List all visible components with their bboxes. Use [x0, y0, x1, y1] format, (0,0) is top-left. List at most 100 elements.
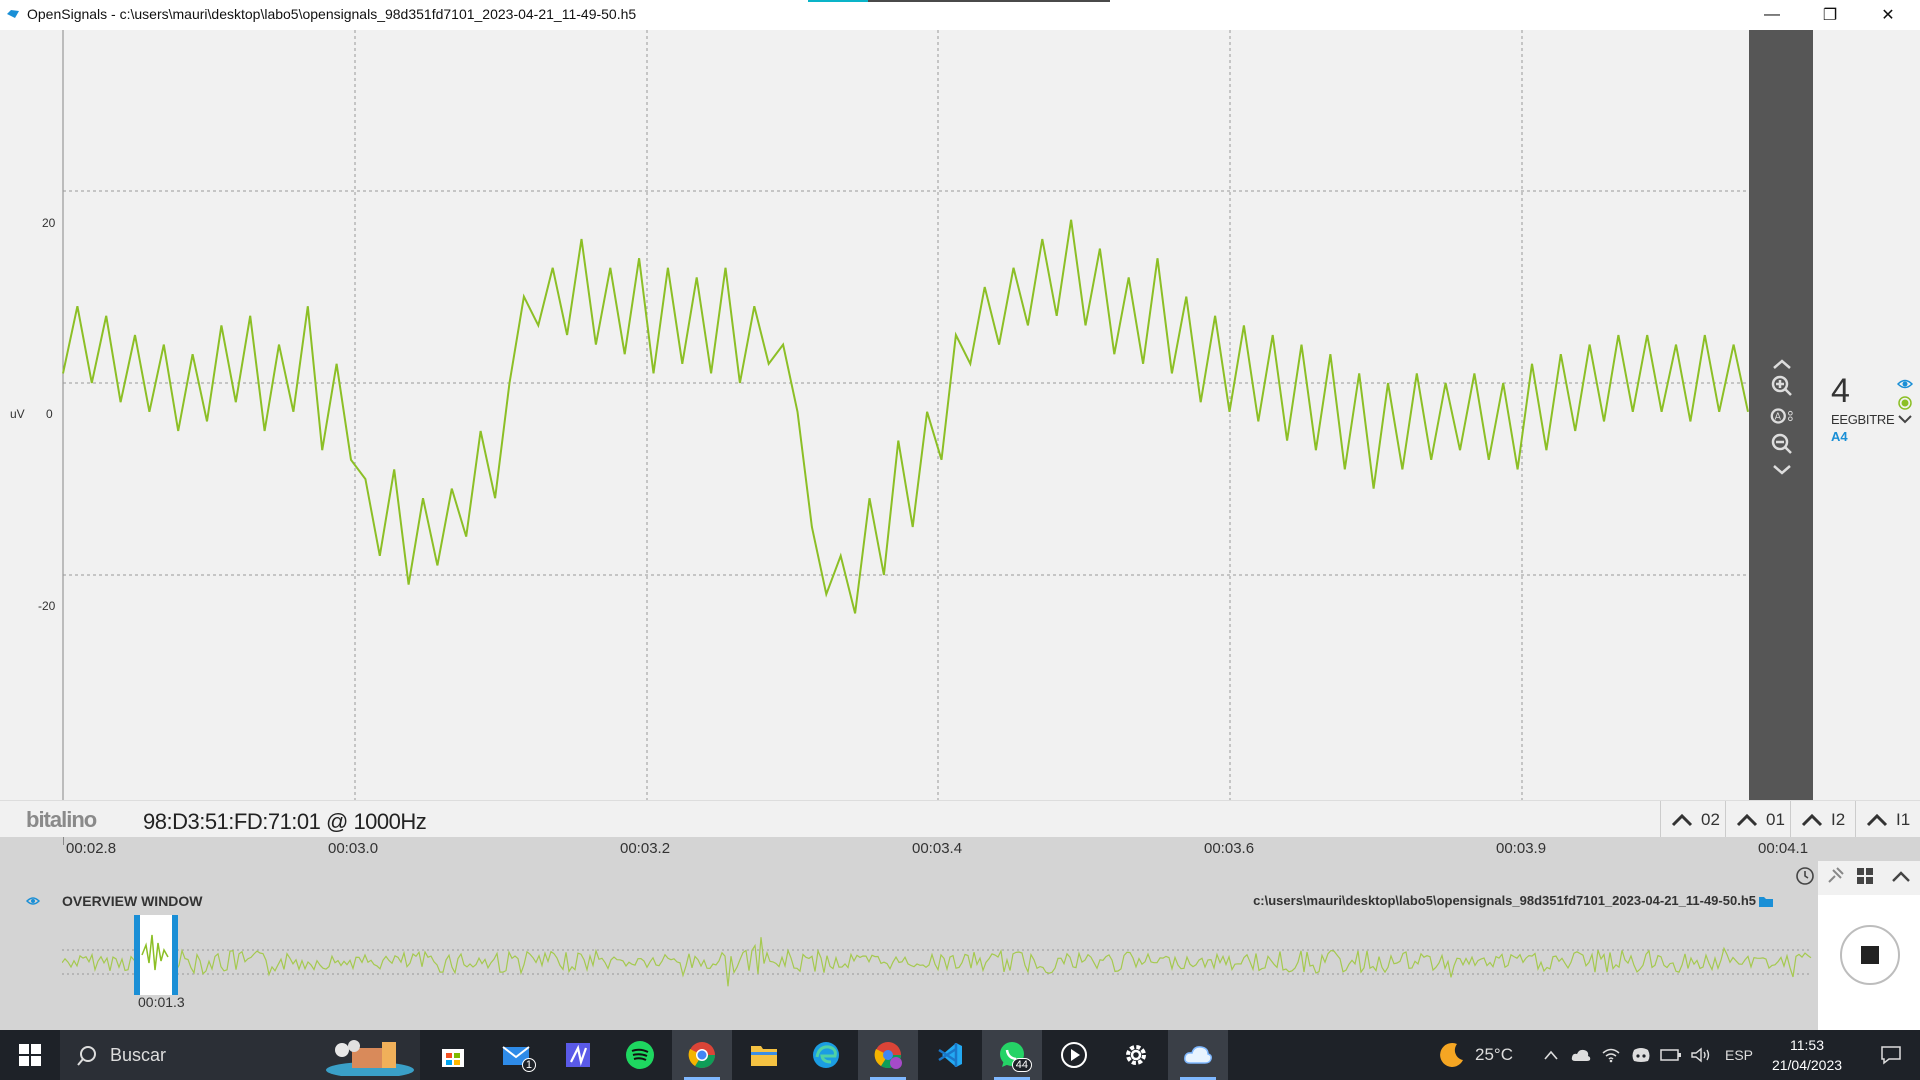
- channel-color-icon[interactable]: [1898, 396, 1912, 410]
- folder-icon[interactable]: [1758, 895, 1774, 908]
- vscode-icon: [938, 1043, 962, 1067]
- taskbar-chrome-app[interactable]: [672, 1030, 732, 1080]
- y-tick-0: 0: [46, 407, 53, 421]
- discord-icon[interactable]: [1628, 1030, 1654, 1080]
- play-media-icon: [1061, 1042, 1087, 1068]
- mail-badge: 1: [521, 1058, 536, 1072]
- time-axis: 00:02.8 00:03.0 00:03.2 00:03.4 00:03.6 …: [0, 837, 1920, 861]
- channel-tab-label: 01: [1766, 809, 1785, 829]
- taskbar-opensignals-app[interactable]: [1168, 1030, 1228, 1080]
- channel-chevron-down-icon[interactable]: [1898, 414, 1912, 424]
- search-placeholder: Buscar: [110, 1045, 167, 1065]
- auto-scale-icon[interactable]: A: [1769, 404, 1795, 428]
- weather-widget[interactable]: 25°C: [1430, 1030, 1520, 1080]
- zoom-out-icon[interactable]: [1769, 432, 1795, 456]
- battery-icon[interactable]: [1658, 1030, 1684, 1080]
- eye-icon[interactable]: [1897, 378, 1913, 390]
- device-info-bar: bitalino 98:D3:51:FD:71:01 @ 1000Hz 02 0…: [0, 800, 1920, 838]
- overview-signal-line: [62, 937, 1812, 987]
- time-label: 00:02.8: [66, 840, 117, 857]
- plugin-icon[interactable]: [1820, 861, 1850, 891]
- taskbar-explorer-app[interactable]: [734, 1030, 794, 1080]
- taskbar-settings-app[interactable]: [1106, 1030, 1166, 1080]
- tray-overflow-icon[interactable]: [1540, 1030, 1562, 1080]
- opensignals-cloud-icon: [1184, 1046, 1212, 1064]
- close-button[interactable]: ✕: [1881, 7, 1895, 24]
- language-indicator[interactable]: ESP: [1724, 1047, 1753, 1063]
- overview-signal[interactable]: [62, 927, 1812, 997]
- chrome-profile-icon: [874, 1042, 902, 1069]
- channel-tab-i1[interactable]: I1: [1855, 801, 1920, 838]
- title-accent-dark: [868, 0, 1110, 2]
- clock-icon[interactable]: [1790, 861, 1820, 891]
- search-icon: [77, 1046, 96, 1066]
- y-tick-minus-20: -20: [38, 599, 56, 613]
- volume-icon[interactable]: [1688, 1030, 1714, 1080]
- overview-cursor-handle[interactable]: [134, 915, 178, 995]
- folder-explorer-icon: [751, 1046, 777, 1066]
- chevron-down-icon[interactable]: [1769, 458, 1795, 482]
- stop-button[interactable]: [1840, 925, 1900, 985]
- taskbar-chrome-profile-app[interactable]: [858, 1030, 918, 1080]
- whatsapp-badge: 44: [1011, 1058, 1032, 1072]
- zoom-in-icon[interactable]: [1769, 374, 1795, 398]
- channel-port: A4: [1831, 429, 1848, 444]
- channel-tab-02[interactable]: 02: [1660, 801, 1725, 838]
- taskbar-edge-app[interactable]: [796, 1030, 856, 1080]
- taskbar-mail-app[interactable]: 1: [486, 1030, 546, 1080]
- y-axis-unit: uV: [10, 407, 25, 421]
- store-icon: [442, 1049, 464, 1067]
- moon-icon: [1440, 1042, 1463, 1067]
- channel-tab-i2[interactable]: I2: [1790, 801, 1855, 838]
- overview-cursor-time: 00:01.3: [138, 994, 185, 1010]
- windows-start-button[interactable]: [0, 1030, 60, 1080]
- taskbar-search[interactable]: Buscar: [60, 1030, 420, 1080]
- maximize-button[interactable]: ❐: [1822, 7, 1838, 24]
- title-bar: OpenSignals - c:\users\mauri\desktop\lab…: [0, 0, 1920, 30]
- minimize-button[interactable]: —: [1764, 6, 1780, 23]
- time-label: 00:03.4: [912, 840, 963, 857]
- windows-logo-icon: [19, 1044, 41, 1066]
- taskbar-editor-app[interactable]: [548, 1030, 608, 1080]
- weather-temp: 25°C: [1475, 1045, 1513, 1064]
- time-label: 00:03.2: [620, 840, 671, 857]
- search-highlight-illustration-icon: [326, 1040, 414, 1076]
- channel-tab-label: I1: [1896, 809, 1911, 829]
- taskbar-spotify-app[interactable]: [610, 1030, 670, 1080]
- clock[interactable]: 11:53 21/04/2023: [1762, 1035, 1852, 1075]
- onedrive-status-icon[interactable]: [1568, 1030, 1594, 1080]
- collapse-chevron-up-icon[interactable]: [1886, 861, 1916, 891]
- notifications-icon[interactable]: [1862, 1030, 1920, 1080]
- taskbar-media-app[interactable]: [1044, 1030, 1104, 1080]
- wifi-icon[interactable]: [1598, 1030, 1624, 1080]
- signal-plot[interactable]: 20 uV 0 -20: [0, 30, 1749, 800]
- channel-tab-01[interactable]: 01: [1725, 801, 1790, 838]
- taskbar-store-app[interactable]: [423, 1030, 483, 1080]
- chevron-up-icon[interactable]: [1769, 352, 1795, 376]
- overview-window: OVERVIEW WINDOW c:\users\mauri\desktop\l…: [0, 861, 1910, 1030]
- taskbar-whatsapp-app[interactable]: 44: [982, 1030, 1042, 1080]
- stop-icon: [1861, 946, 1879, 964]
- y-tick-20: 20: [42, 216, 56, 230]
- channel-tab-label: I2: [1831, 809, 1846, 829]
- grid-layout-icon[interactable]: [1850, 861, 1880, 891]
- taskbar: Buscar 1 44: [0, 1030, 1920, 1080]
- window-title: OpenSignals - c:\users\mauri\desktop\lab…: [27, 6, 637, 22]
- chrome-icon: [688, 1042, 716, 1069]
- overview-title: OVERVIEW WINDOW: [62, 893, 203, 909]
- channel-label: EEGBITRE: [1831, 412, 1895, 427]
- edge-icon: [813, 1042, 839, 1068]
- device-address-rate: 98:D3:51:FD:71:01 @ 1000Hz: [143, 809, 427, 834]
- record-controls: [1818, 895, 1920, 1030]
- caret-up-icon: [1671, 813, 1693, 826]
- caret-up-icon: [1801, 813, 1823, 826]
- plot-control-bar: A: [1749, 30, 1813, 800]
- time-label: 00:04.1: [1758, 840, 1809, 857]
- settings-gear-icon: [1126, 1045, 1146, 1065]
- overview-eye-icon[interactable]: [26, 896, 40, 906]
- taskbar-vscode-app[interactable]: [920, 1030, 980, 1080]
- channel-tab-label: 02: [1701, 809, 1720, 829]
- bitalino-logo: bitalino: [26, 807, 97, 832]
- signal-plot-svg[interactable]: [0, 30, 1749, 800]
- time-label: 00:03.6: [1204, 840, 1255, 857]
